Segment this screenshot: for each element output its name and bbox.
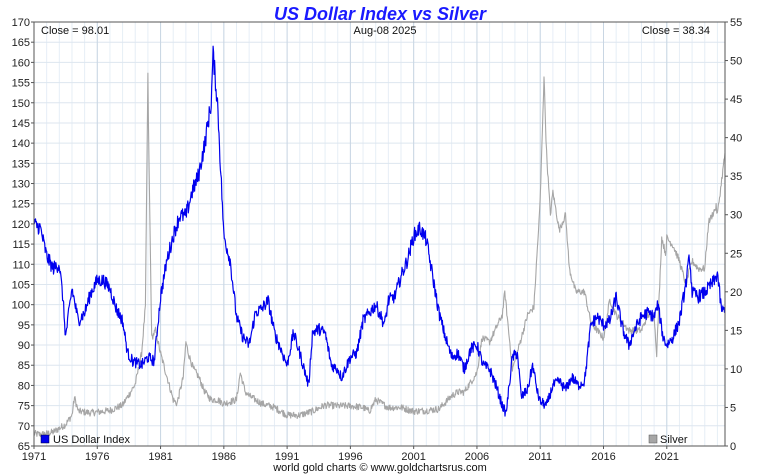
x-tick-label: 2001 bbox=[401, 451, 425, 463]
x-tick-label: 1996 bbox=[338, 451, 362, 463]
y-left-tick-label: 120 bbox=[12, 219, 30, 231]
us-dollar-index-series bbox=[33, 45, 726, 417]
y-left-tick-label: 145 bbox=[12, 118, 30, 130]
y-left-tick-label: 70 bbox=[18, 421, 30, 433]
y-left-tick-label: 160 bbox=[12, 57, 30, 69]
y-left-tick-label: 125 bbox=[12, 199, 30, 211]
silver-series bbox=[33, 72, 726, 438]
y-left-tick-label: 155 bbox=[12, 78, 30, 90]
x-tick-label: 2006 bbox=[465, 451, 489, 463]
credit-label: world gold charts © www.goldchartsrus.co… bbox=[272, 462, 487, 474]
x-tick-label: 1981 bbox=[148, 451, 172, 463]
y-right-tick-label: 0 bbox=[730, 441, 736, 453]
y-axis-right: 0 5 10 15 20 25 30 35 40 45 50 55 bbox=[725, 17, 742, 453]
legend-label-silver: Silver bbox=[660, 434, 688, 446]
legend-usd: US Dollar Index bbox=[40, 434, 131, 446]
y-right-tick-label: 10 bbox=[730, 364, 742, 376]
x-tick-label: 1991 bbox=[275, 451, 299, 463]
y-left-tick-label: 75 bbox=[18, 401, 30, 413]
y-left-tick-label: 100 bbox=[12, 300, 30, 312]
x-axis: 1971 1976 1981 1986 1991 1996 2001 2006 2011 2016… bbox=[22, 446, 679, 463]
x-tick-label: 2011 bbox=[528, 451, 552, 463]
y-left-tick-label: 80 bbox=[18, 380, 30, 392]
y-left-tick-label: 150 bbox=[12, 98, 30, 110]
y-right-tick-label: 50 bbox=[730, 56, 742, 68]
chart-title: US Dollar Index vs Silver bbox=[274, 4, 487, 24]
y-left-tick-label: 140 bbox=[12, 138, 30, 150]
us-dollar-index-line bbox=[33, 45, 726, 417]
x-tick-label: 2021 bbox=[655, 451, 679, 463]
y-left-tick-label: 115 bbox=[12, 239, 30, 251]
x-tick-label: 1986 bbox=[212, 451, 236, 463]
y-left-tick-label: 135 bbox=[12, 158, 30, 170]
legend-silver: Silver bbox=[648, 434, 688, 446]
x-tick-label: 1971 bbox=[22, 451, 46, 463]
legend-label-usd: US Dollar Index bbox=[53, 434, 131, 446]
y-right-tick-label: 20 bbox=[730, 287, 742, 299]
close-silver-label: Close = 38.34 bbox=[642, 25, 710, 37]
y-left-tick-label: 170 bbox=[12, 17, 30, 29]
y-right-tick-label: 25 bbox=[730, 248, 742, 260]
y-right-tick-label: 55 bbox=[730, 17, 742, 29]
y-left-tick-label: 90 bbox=[18, 340, 30, 352]
y-left-tick-label: 130 bbox=[12, 179, 30, 191]
legend-swatch-usd bbox=[40, 434, 50, 444]
y-right-tick-label: 30 bbox=[730, 210, 742, 222]
y-right-tick-label: 40 bbox=[730, 133, 742, 145]
plot-frame bbox=[33, 21, 726, 447]
y-left-tick-label: 110 bbox=[12, 259, 30, 271]
y-right-tick-label: 45 bbox=[730, 94, 742, 106]
close-usd-label: Close = 98.01 bbox=[41, 25, 109, 37]
date-label: Aug-08 2025 bbox=[354, 25, 417, 37]
y-right-tick-label: 35 bbox=[730, 171, 742, 183]
x-tick-label: 2016 bbox=[591, 451, 615, 463]
y-right-tick-label: 15 bbox=[730, 325, 742, 337]
legend-swatch-silver bbox=[648, 434, 658, 444]
y-axis-left: 65 70 75 80 85 90 95 100 105 110 115 120 125 130 135 14… bbox=[12, 17, 34, 453]
x-tick-label: 1976 bbox=[85, 451, 109, 463]
y-left-tick-label: 85 bbox=[18, 360, 30, 372]
y-left-tick-label: 165 bbox=[12, 37, 30, 49]
y-right-tick-label: 5 bbox=[730, 402, 736, 414]
y-left-tick-label: 105 bbox=[12, 279, 30, 291]
y-left-tick-label: 95 bbox=[18, 320, 30, 332]
y-left-tick-label: 65 bbox=[18, 441, 30, 453]
silver-line bbox=[33, 72, 726, 438]
